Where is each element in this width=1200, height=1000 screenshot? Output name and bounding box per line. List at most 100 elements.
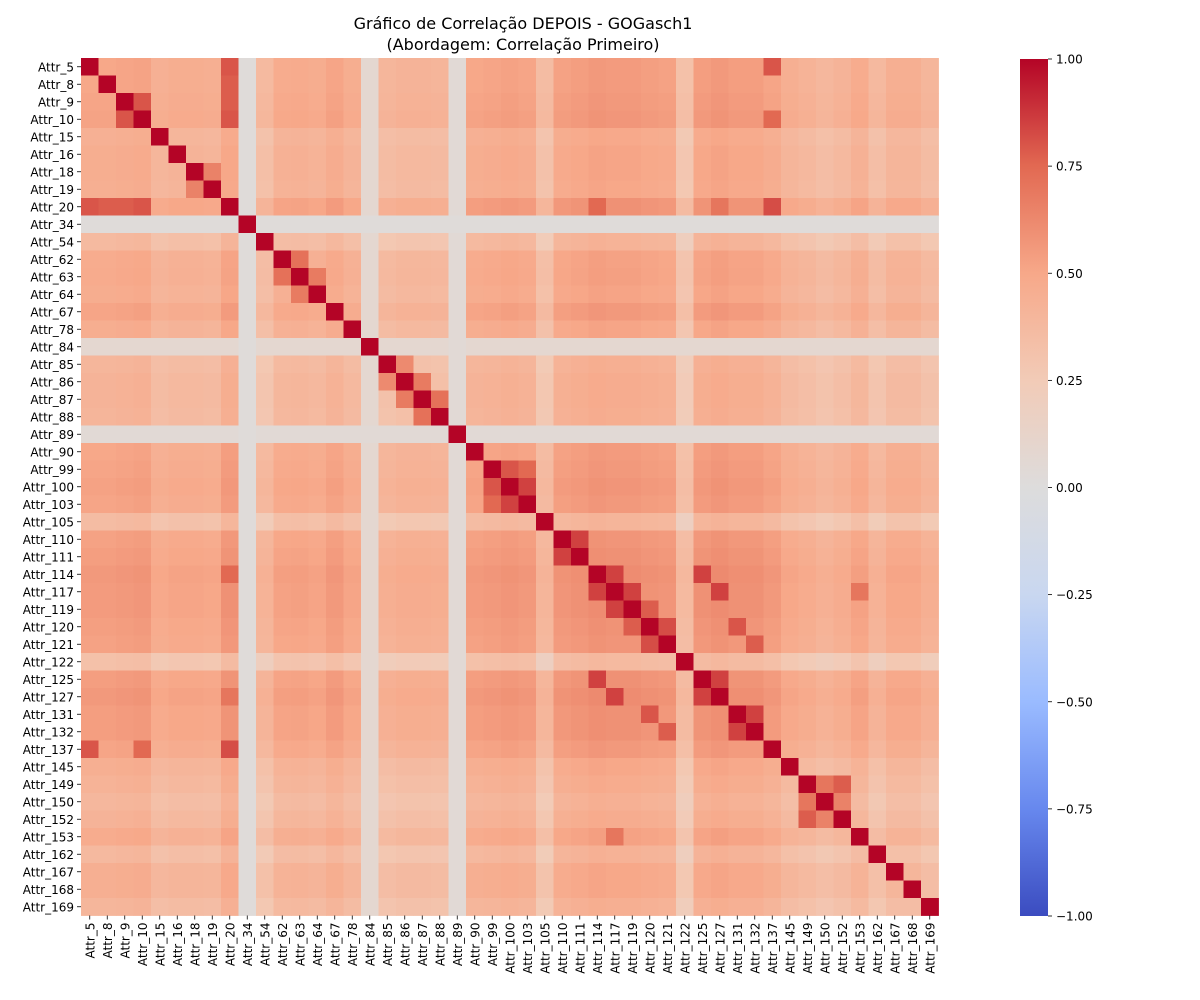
heatmap-cell <box>623 653 642 671</box>
heatmap-cell <box>221 75 239 94</box>
heatmap-cell <box>81 198 99 216</box>
heatmap-cell <box>711 198 729 216</box>
heatmap-cell <box>308 565 327 584</box>
heatmap-cell <box>396 250 414 269</box>
heatmap-cell <box>448 198 467 216</box>
y-tick-label: Attr_16 <box>30 148 74 162</box>
heatmap-cell <box>378 565 397 584</box>
x-tick-label: Attr_168 <box>906 923 920 974</box>
heatmap-cell <box>763 338 782 356</box>
heatmap-cell <box>431 688 449 706</box>
heatmap-cell <box>728 670 747 689</box>
heatmap-cell <box>676 163 694 181</box>
heatmap-cell <box>291 355 309 374</box>
heatmap-cell <box>116 355 134 374</box>
heatmap-cell <box>116 688 134 706</box>
heatmap-cell <box>868 775 887 794</box>
heatmap-cell <box>343 618 362 636</box>
heatmap-cell <box>396 530 414 549</box>
heatmap-cell <box>763 898 782 916</box>
heatmap-cell <box>291 198 309 216</box>
heatmap-cell <box>396 600 414 619</box>
heatmap-cell <box>133 373 152 391</box>
heatmap-cell <box>728 898 747 916</box>
heatmap-cell <box>851 478 869 496</box>
heatmap-cell <box>903 723 922 741</box>
heatmap-cell <box>536 338 554 356</box>
heatmap-cell <box>833 303 852 321</box>
heatmap-cell <box>431 880 449 899</box>
heatmap-cell <box>431 250 449 269</box>
heatmap-cell <box>326 828 344 846</box>
heatmap-cell <box>676 355 694 374</box>
heatmap-cell <box>326 355 344 374</box>
heatmap-cell <box>273 128 292 146</box>
heatmap-cell <box>186 268 204 286</box>
heatmap-cell <box>886 583 904 601</box>
heatmap-cell <box>921 460 939 479</box>
heatmap-cell <box>413 128 432 146</box>
y-tick-label: Attr_149 <box>23 778 74 792</box>
heatmap-cell <box>518 688 537 706</box>
heatmap-cell <box>133 198 152 216</box>
heatmap-cell <box>221 688 239 706</box>
heatmap-cell <box>378 285 397 304</box>
heatmap-cell <box>868 513 887 531</box>
heatmap-cell <box>273 145 292 164</box>
heatmap-cell <box>396 198 414 216</box>
heatmap-cell <box>413 740 432 759</box>
heatmap-cell <box>536 758 554 776</box>
heatmap-cell <box>466 58 484 76</box>
heatmap-cell <box>693 338 712 356</box>
heatmap-cell <box>308 250 327 269</box>
heatmap-cell <box>168 723 187 741</box>
heatmap-cell <box>763 128 782 146</box>
heatmap-cell <box>868 460 887 479</box>
x-tick-label: Attr_105 <box>538 923 552 974</box>
heatmap-cell <box>571 758 589 776</box>
heatmap-cell <box>343 408 362 426</box>
heatmap-cell <box>763 583 782 601</box>
heatmap-cell <box>378 495 397 514</box>
heatmap-cell <box>151 898 169 916</box>
heatmap-cell <box>781 583 799 601</box>
heatmap-cell <box>256 810 274 829</box>
heatmap-cell <box>448 443 467 461</box>
heatmap-cell <box>903 653 922 671</box>
heatmap-cell <box>378 268 397 286</box>
heatmap-cell <box>413 478 432 496</box>
heatmap-cell <box>623 898 642 916</box>
heatmap-cell <box>623 425 642 444</box>
heatmap-cell <box>116 513 134 531</box>
heatmap-cell <box>98 58 117 76</box>
heatmap-cell <box>868 75 887 94</box>
heatmap-cell <box>308 268 327 286</box>
heatmap-cell <box>256 338 274 356</box>
heatmap-cell <box>221 443 239 461</box>
heatmap-cell <box>728 180 747 199</box>
heatmap-cell <box>746 758 764 776</box>
heatmap-cell <box>98 443 117 461</box>
heatmap-cell <box>518 75 537 94</box>
heatmap-cell <box>116 250 134 269</box>
heatmap-cell <box>746 303 764 321</box>
heatmap-cell <box>273 670 292 689</box>
heatmap-cell <box>133 740 152 759</box>
heatmap-cell <box>396 653 414 671</box>
heatmap-cell <box>483 478 502 496</box>
heatmap-cell <box>326 758 344 776</box>
heatmap-cell <box>693 250 712 269</box>
heatmap-cell <box>151 93 169 111</box>
heatmap-cell <box>133 110 152 129</box>
heatmap-cell <box>833 250 852 269</box>
heatmap-cell <box>396 758 414 776</box>
heatmap-cell <box>326 740 344 759</box>
heatmap-cell <box>816 723 834 741</box>
heatmap-cell <box>378 740 397 759</box>
x-tick-label: Attr_150 <box>818 923 832 974</box>
colorbar <box>1020 59 1048 916</box>
x-tick-label: Attr_20 <box>223 923 237 967</box>
heatmap-cell <box>203 425 222 444</box>
heatmap-cell <box>553 93 572 111</box>
heatmap-cell <box>168 530 187 549</box>
